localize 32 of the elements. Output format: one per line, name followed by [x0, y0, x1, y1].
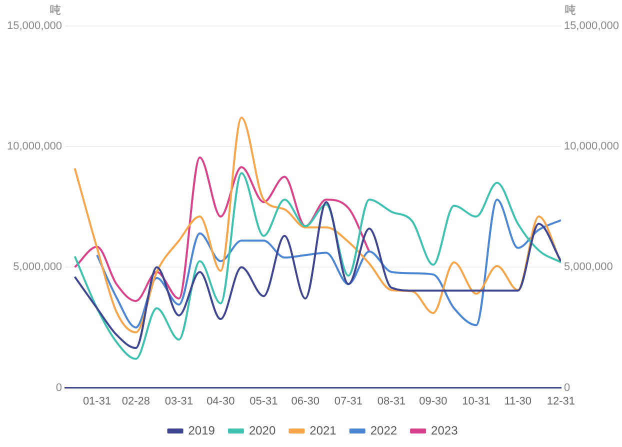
line-series	[74, 201, 561, 349]
x-tick-label: 03-31	[164, 395, 194, 408]
y-tick-label: 5,000,000	[13, 261, 62, 274]
legend-label: 2019	[188, 423, 216, 438]
y-axis-title: 吨	[50, 3, 62, 16]
x-tick-label: 04-30	[206, 395, 235, 408]
legend-label: 2020	[248, 423, 276, 438]
x-tick-label: 05-31	[250, 395, 278, 408]
x-tick-label: 01-31	[82, 395, 112, 408]
legend-label: 2021	[310, 423, 337, 438]
x-tick-label: 08-31	[377, 395, 406, 408]
y2-tick-label: 15,000,000	[564, 20, 620, 32]
x-tick-label: 07-31	[334, 395, 362, 408]
y2-axis-title: 吨	[564, 3, 576, 16]
y-tick-label: 0	[56, 382, 62, 394]
y-tick-label: 10,000,000	[6, 140, 62, 153]
x-tick-label: 02-28	[122, 395, 150, 408]
line-series	[74, 116, 561, 334]
y2-tick-label: 0	[564, 382, 570, 394]
line-series	[96, 198, 561, 328]
x-tick-label: 10-31	[462, 395, 490, 408]
y2-tick-label: 10,000,000	[564, 140, 620, 153]
x-tick-label: 09-30	[419, 395, 448, 408]
y-tick-label: 15,000,000	[6, 20, 62, 32]
legend-label: 2022	[370, 423, 398, 438]
x-tick-label: 06-30	[291, 395, 320, 408]
line-series	[74, 172, 561, 360]
legend-label: 2023	[431, 423, 458, 438]
x-tick-label: 11-30	[504, 395, 532, 408]
x-tick-label: 12-31	[546, 395, 576, 408]
line-series	[74, 156, 370, 302]
y2-tick-label: 5,000,000	[564, 261, 613, 274]
